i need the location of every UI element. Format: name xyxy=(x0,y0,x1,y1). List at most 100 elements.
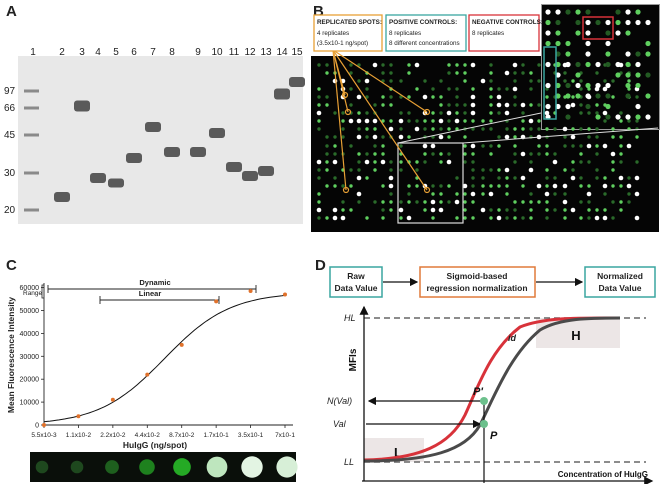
array-spot xyxy=(365,216,369,220)
raw-curve-gray xyxy=(363,316,621,463)
array-spot xyxy=(571,79,575,83)
array-spot xyxy=(627,200,631,204)
array-spot xyxy=(381,144,385,148)
array-spot xyxy=(497,87,501,91)
array-spot xyxy=(579,79,583,83)
array-spot xyxy=(349,208,353,212)
array-spot xyxy=(455,111,459,115)
array-spot xyxy=(455,87,459,91)
array-spot xyxy=(521,216,525,220)
array-spot xyxy=(446,110,452,116)
array-spot xyxy=(520,102,526,108)
region-h-shade xyxy=(536,318,620,348)
inset-spot xyxy=(565,40,571,47)
array-spot xyxy=(463,119,467,123)
array-spot xyxy=(365,87,369,91)
array-spot xyxy=(422,143,428,149)
gel-protein-band xyxy=(145,122,161,132)
array-spot xyxy=(398,134,404,140)
array-spot xyxy=(356,94,362,100)
array-spot xyxy=(407,95,411,99)
array-spot xyxy=(553,208,557,212)
array-spot xyxy=(603,79,607,83)
gel-lane-number: 10 xyxy=(211,47,223,58)
positive-line2: 8 different concentrations xyxy=(389,40,460,47)
array-spot xyxy=(587,160,591,164)
gel-protein-band xyxy=(242,171,258,181)
array-spot xyxy=(471,200,475,204)
array-spot xyxy=(317,103,321,107)
gel-protein-band xyxy=(126,153,142,163)
array-spot xyxy=(372,118,378,124)
array-spot xyxy=(571,144,575,148)
array-spot xyxy=(497,144,501,148)
array-spot xyxy=(381,95,385,99)
array-spot xyxy=(399,111,403,115)
strip-spot xyxy=(70,460,84,474)
inset-spot xyxy=(575,30,581,36)
array-spot xyxy=(470,110,476,116)
inset-spot xyxy=(615,9,621,15)
array-spot xyxy=(489,63,493,67)
array-spot xyxy=(619,135,623,139)
identity-label: id xyxy=(508,333,517,343)
array-spot xyxy=(529,79,533,83)
replicated-line1: 4 replicates xyxy=(317,30,349,37)
inset-spot xyxy=(645,51,651,57)
array-spot xyxy=(407,200,411,204)
array-spot xyxy=(332,159,338,165)
array-spot xyxy=(439,95,443,99)
chart-ylabel: Mean Fluorescence Intensity xyxy=(6,297,16,413)
array-spot xyxy=(430,207,436,213)
array-spot xyxy=(489,208,493,212)
array-spot xyxy=(562,126,568,132)
ll-label: LL xyxy=(344,457,354,467)
array-spot xyxy=(537,63,541,67)
raw-data-box xyxy=(329,266,383,298)
gel-lane-number: 6 xyxy=(131,47,137,58)
array-spot xyxy=(579,111,583,115)
chart-ytick-label: 20000 xyxy=(20,377,40,384)
array-spot xyxy=(545,184,549,188)
array-spot xyxy=(634,215,640,221)
inset-spot xyxy=(575,82,581,89)
array-spot xyxy=(513,152,517,156)
inset-spot xyxy=(545,30,551,36)
inset-spot xyxy=(585,9,591,15)
p-point xyxy=(480,420,488,428)
d-x-axis-label: Concentration of HuIgG xyxy=(558,470,648,479)
gel-mw-marker: 30 xyxy=(4,168,16,179)
array-spot xyxy=(372,62,378,68)
array-spot xyxy=(399,144,403,148)
array-spot xyxy=(471,176,475,180)
array-spot xyxy=(603,119,607,123)
array-spot xyxy=(619,111,623,115)
strip-spot xyxy=(241,456,263,478)
inset-spot xyxy=(565,61,571,68)
array-spot xyxy=(536,183,542,189)
array-spot xyxy=(325,103,329,107)
replicated-spot-marker xyxy=(344,108,352,116)
array-spot xyxy=(365,111,369,115)
array-spot xyxy=(579,184,583,188)
array-spot xyxy=(513,127,517,131)
p-label: P xyxy=(490,430,498,442)
array-spot xyxy=(439,111,443,115)
pointer-line xyxy=(332,49,428,191)
gel-protein-band xyxy=(289,77,305,87)
array-spot xyxy=(388,126,394,132)
array-spot xyxy=(602,215,608,221)
inset-spot xyxy=(625,19,631,26)
array-spot xyxy=(512,86,518,92)
array-spot xyxy=(611,168,615,172)
array-spot xyxy=(399,168,403,172)
array-spot xyxy=(595,111,599,115)
array-spot xyxy=(595,135,599,139)
array-spot xyxy=(594,215,600,221)
array-spot xyxy=(325,71,329,75)
array-spot xyxy=(471,119,475,123)
array-spot xyxy=(489,144,493,148)
array-spot xyxy=(431,216,435,220)
array-spot xyxy=(341,111,345,115)
array-spot xyxy=(470,102,476,108)
